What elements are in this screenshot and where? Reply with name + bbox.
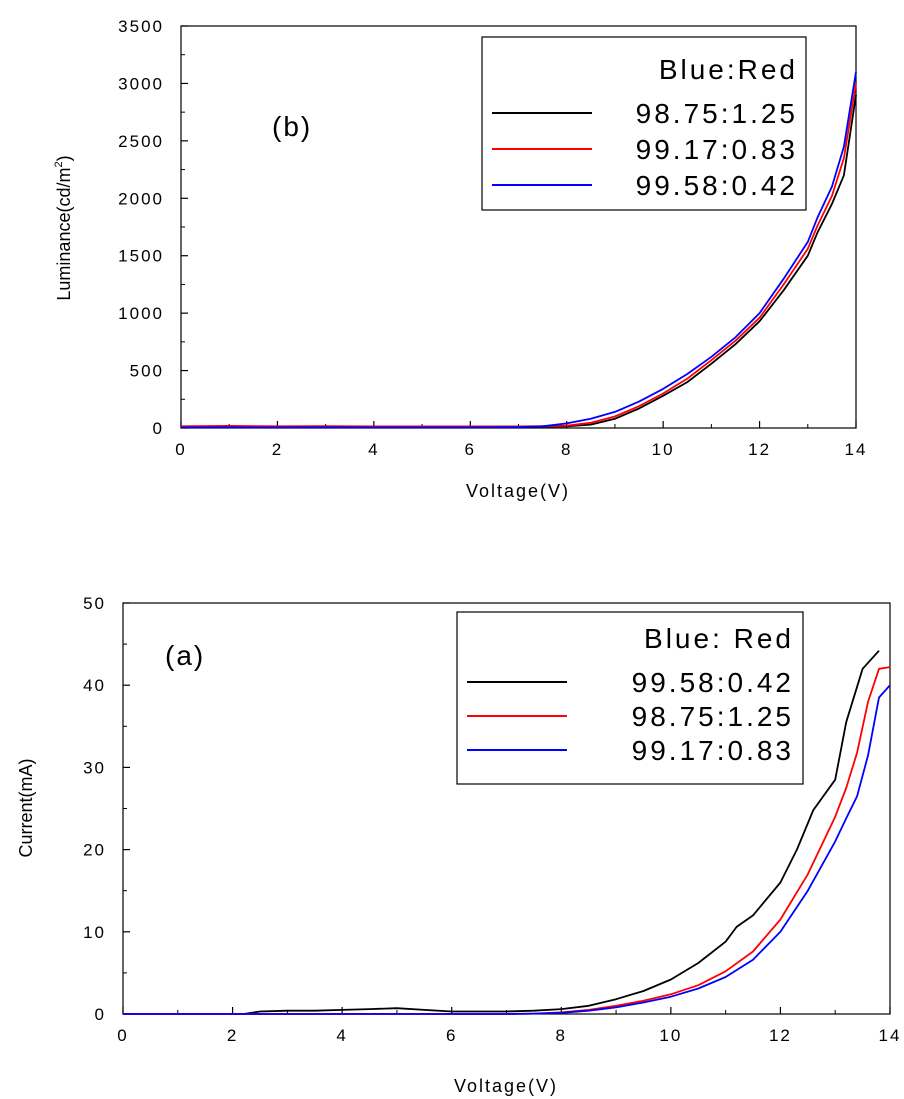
legend-title: Blue: Red — [644, 623, 794, 654]
series-line — [180, 83, 857, 428]
y-axis-label-main: Luminance(cd/m — [54, 168, 74, 301]
x-tick-label: 10 — [659, 1026, 682, 1045]
y-tick-label: 1500 — [118, 247, 164, 266]
x-tick-label: 4 — [336, 1026, 347, 1045]
legend-label: 98.75:1.25 — [636, 98, 798, 129]
legend-label: 99.58:0.42 — [632, 667, 794, 698]
series-line — [123, 684, 891, 1015]
x-tick-label: 0 — [175, 440, 186, 459]
panel-label: (b) — [272, 111, 312, 142]
legend-label: 98.75:1.25 — [632, 701, 794, 732]
x-axis-label: Voltage(V) — [454, 1076, 558, 1096]
y-tick-label: 1000 — [118, 304, 164, 323]
x-tick-label: 10 — [652, 440, 675, 459]
x-tick-label: 2 — [227, 1026, 238, 1045]
y-axis-label: Current(mA) — [16, 758, 36, 857]
panel-label: (a) — [165, 640, 205, 671]
x-tick-label: 6 — [446, 1026, 457, 1045]
series-line — [180, 71, 857, 429]
axis-ticks: 0 2 4 6 8 10 12 14 0 500 1000 1500 2000 2500 3000 3500 — [118, 17, 868, 459]
y-axis-label-tail: ) — [54, 155, 74, 161]
y-axis-label: Luminance(cd/m2) — [53, 155, 74, 300]
legend-items: 98.75:1.25 99.17:0.83 99.58:0.42 — [492, 98, 798, 201]
current-chart: 0 2 4 6 8 10 12 14 0 10 20 30 40 50 (a) Voltage(V) Cu… — [16, 594, 902, 1096]
series-line — [123, 650, 880, 1015]
y-axis-label-sup: 2 — [53, 161, 65, 167]
svg-text:Luminance(cd/m2): Luminance(cd/m2) — [53, 155, 74, 300]
y-tick-label: 50 — [83, 594, 106, 613]
y-tick-label: 40 — [83, 676, 106, 695]
x-axis-label: Voltage(V) — [466, 481, 570, 501]
legend-label: 99.58:0.42 — [636, 170, 798, 201]
x-tick-label: 14 — [845, 440, 868, 459]
y-tick-label: 20 — [83, 841, 106, 860]
x-tick-label: 8 — [561, 440, 572, 459]
y-tick-label: 2500 — [118, 132, 164, 151]
x-tick-label: 4 — [368, 440, 379, 459]
y-tick-label: 30 — [83, 758, 106, 777]
y-tick-label: 0 — [95, 1005, 106, 1024]
legend-box — [456, 611, 804, 785]
axis-ticks: 0 2 4 6 8 10 12 14 0 10 20 30 40 50 — [83, 594, 902, 1045]
x-tick-label: 12 — [748, 440, 771, 459]
legend-box — [481, 36, 807, 211]
series-lines — [123, 650, 891, 1015]
y-tick-label: 0 — [153, 419, 164, 438]
x-tick-label: 6 — [465, 440, 476, 459]
luminance-chart: 0 2 4 6 8 10 12 140500100015002000250030003500 … — [53, 17, 868, 501]
y-tick-label: 500 — [130, 362, 164, 381]
legend-label: 99.17:0.83 — [636, 134, 798, 165]
legend-title: Blue:Red — [659, 54, 798, 85]
x-tick-label: 2 — [272, 440, 283, 459]
y-tick-label: 10 — [83, 923, 106, 942]
x-tick-label: 14 — [879, 1026, 902, 1045]
y-tick-label: 3000 — [118, 74, 164, 93]
x-tick-label: 0 — [117, 1026, 128, 1045]
y-tick-label: 3500 — [118, 17, 164, 36]
series-lines — [180, 71, 857, 429]
legend: Blue:Red 98.75:1.25 99.17:0.83 99.58:0.42 — [481, 36, 807, 211]
y-tick-label: 2000 — [118, 189, 164, 208]
legend-label: 99.17:0.83 — [632, 735, 794, 766]
x-tick-label: 8 — [556, 1026, 567, 1045]
x-tick-label: 12 — [769, 1026, 792, 1045]
